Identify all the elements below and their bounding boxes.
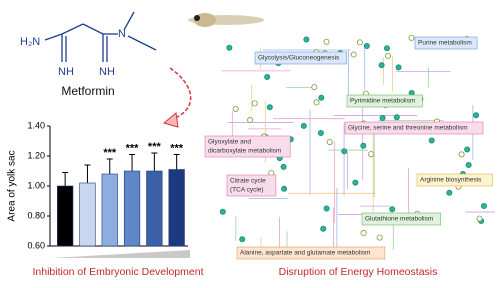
- bar: [57, 185, 74, 247]
- metabolite-dot: [266, 104, 273, 111]
- pathway-box: [226, 174, 277, 197]
- metabolic-map: Glycolysis/Gluconeogenesis Purine metabol…: [204, 34, 495, 260]
- metabolite-dot: [318, 94, 325, 101]
- y-tick-label: 0.80: [27, 210, 45, 220]
- metabolite-dot: [303, 36, 310, 43]
- pathway-box: [254, 51, 348, 65]
- pathway-label: Glutathione metabolism: [365, 216, 433, 223]
- metabolite-dot: [247, 117, 254, 124]
- pathway-label: Alanine, aspartate and glutamate metabol…: [240, 250, 370, 257]
- pathway-box: [204, 135, 291, 158]
- metabolite-dot: [368, 151, 375, 158]
- molecule-name: Metformin: [61, 84, 114, 98]
- metabolite-dot: [363, 43, 370, 50]
- metabolite-dot: [323, 38, 330, 45]
- metabolite-dot: [281, 185, 288, 192]
- amine-label: H₂N: [20, 36, 40, 48]
- pathway-label: dicarboxylate metabolism: [208, 148, 281, 155]
- metabolite-dot: [473, 112, 480, 119]
- metabolite-dot: [383, 45, 390, 52]
- metabolite-dot: [378, 62, 385, 69]
- pathway-box: [416, 173, 493, 187]
- pathway-label: Glycolysis/Gluconeogenesis: [258, 55, 340, 62]
- metabolite-dot: [219, 208, 226, 215]
- arrow: [169, 67, 192, 121]
- metabolite-dot: [395, 64, 402, 71]
- pathway-box: [344, 121, 484, 135]
- bar: [168, 169, 185, 247]
- metabolite-dot: [317, 130, 324, 137]
- metabolite-dot: [393, 114, 400, 121]
- imine-label: NH: [99, 66, 115, 78]
- pathway-box: [346, 94, 423, 108]
- y-axis-label: Area of yolk sac: [7, 150, 18, 221]
- right-caption: Disruption of Energy Homeostasis: [279, 266, 438, 278]
- metabolite-dot: [313, 99, 320, 106]
- metabolite-dot: [326, 139, 333, 146]
- significance-label: ***: [148, 141, 162, 153]
- bar: [101, 173, 118, 247]
- metabolite-dot: [320, 225, 327, 232]
- metabolite-dot: [480, 203, 487, 210]
- arrow-head: [162, 112, 179, 128]
- metabolite-dot: [356, 39, 363, 46]
- metabolite-dot: [300, 122, 307, 129]
- pathway-label: Pyrimidine metabolism: [350, 98, 415, 105]
- metabolite-dot: [389, 206, 396, 213]
- significance-label: ***: [103, 147, 117, 159]
- nitrogen-label: N: [118, 28, 126, 40]
- pathway-label: Purine metabolism: [418, 40, 472, 47]
- metabolite-dot: [280, 163, 287, 170]
- metabolite-dot: [360, 142, 367, 149]
- metabolite-dot: [408, 34, 415, 41]
- y-tick-label: 1.40: [27, 120, 45, 130]
- pathway-label: Citrate cycle: [230, 178, 266, 185]
- significance-label: ***: [126, 142, 140, 154]
- pathway-label: (TCA cycle): [230, 187, 264, 194]
- metabolite-dot: [465, 162, 472, 169]
- imine-label: NH: [58, 66, 74, 78]
- dose-wedge: [52, 250, 190, 258]
- metabolite-dot: [458, 151, 465, 158]
- metabolite-dot: [251, 100, 258, 107]
- y-tick-label: 1.20: [27, 150, 45, 160]
- metabolite-dot: [446, 189, 453, 196]
- pathway-label: Arginine biosynthesis: [420, 177, 482, 184]
- metabolite-dot: [341, 148, 348, 155]
- metabolite-dot: [350, 51, 357, 58]
- metabolite-dot: [476, 215, 483, 222]
- metabolite-dot: [428, 137, 435, 144]
- pathway-label: Glyoxylate and: [208, 139, 251, 146]
- bar: [146, 170, 163, 247]
- metabolite-dot: [360, 230, 367, 237]
- zebrafish: [188, 13, 264, 27]
- metabolite-dot: [376, 234, 383, 241]
- pathway-box: [361, 212, 441, 226]
- metabolite-dot: [385, 52, 392, 59]
- significance-label: ***: [170, 142, 184, 154]
- metabolite-dot: [226, 44, 233, 51]
- pathway-box: [236, 246, 386, 260]
- metabolite-dot: [379, 115, 386, 122]
- molecule-bonds: [44, 11, 157, 62]
- bar: [79, 182, 96, 247]
- left-caption: Inhibition of Embryonic Development: [32, 266, 203, 278]
- metabolite-dot: [264, 74, 271, 81]
- y-tick-label: 1.00: [27, 180, 45, 190]
- y-tick-label: 0.60: [27, 240, 45, 250]
- metabolite-dot: [311, 84, 318, 91]
- pathway-box: [414, 36, 478, 50]
- metabolite-dot: [239, 236, 246, 243]
- metabolite-dot: [323, 205, 330, 212]
- bar-chart: 0.60 0.80 1.00 1.20 1.40 Area of yolk sac *** *…: [7, 120, 188, 250]
- metabolite-dot: [232, 105, 239, 112]
- metabolite-dot: [464, 146, 471, 153]
- pathway-label: Glycine, serine and threonine metabolism: [348, 125, 468, 132]
- metabolite-dot: [352, 179, 359, 186]
- bar: [123, 170, 141, 247]
